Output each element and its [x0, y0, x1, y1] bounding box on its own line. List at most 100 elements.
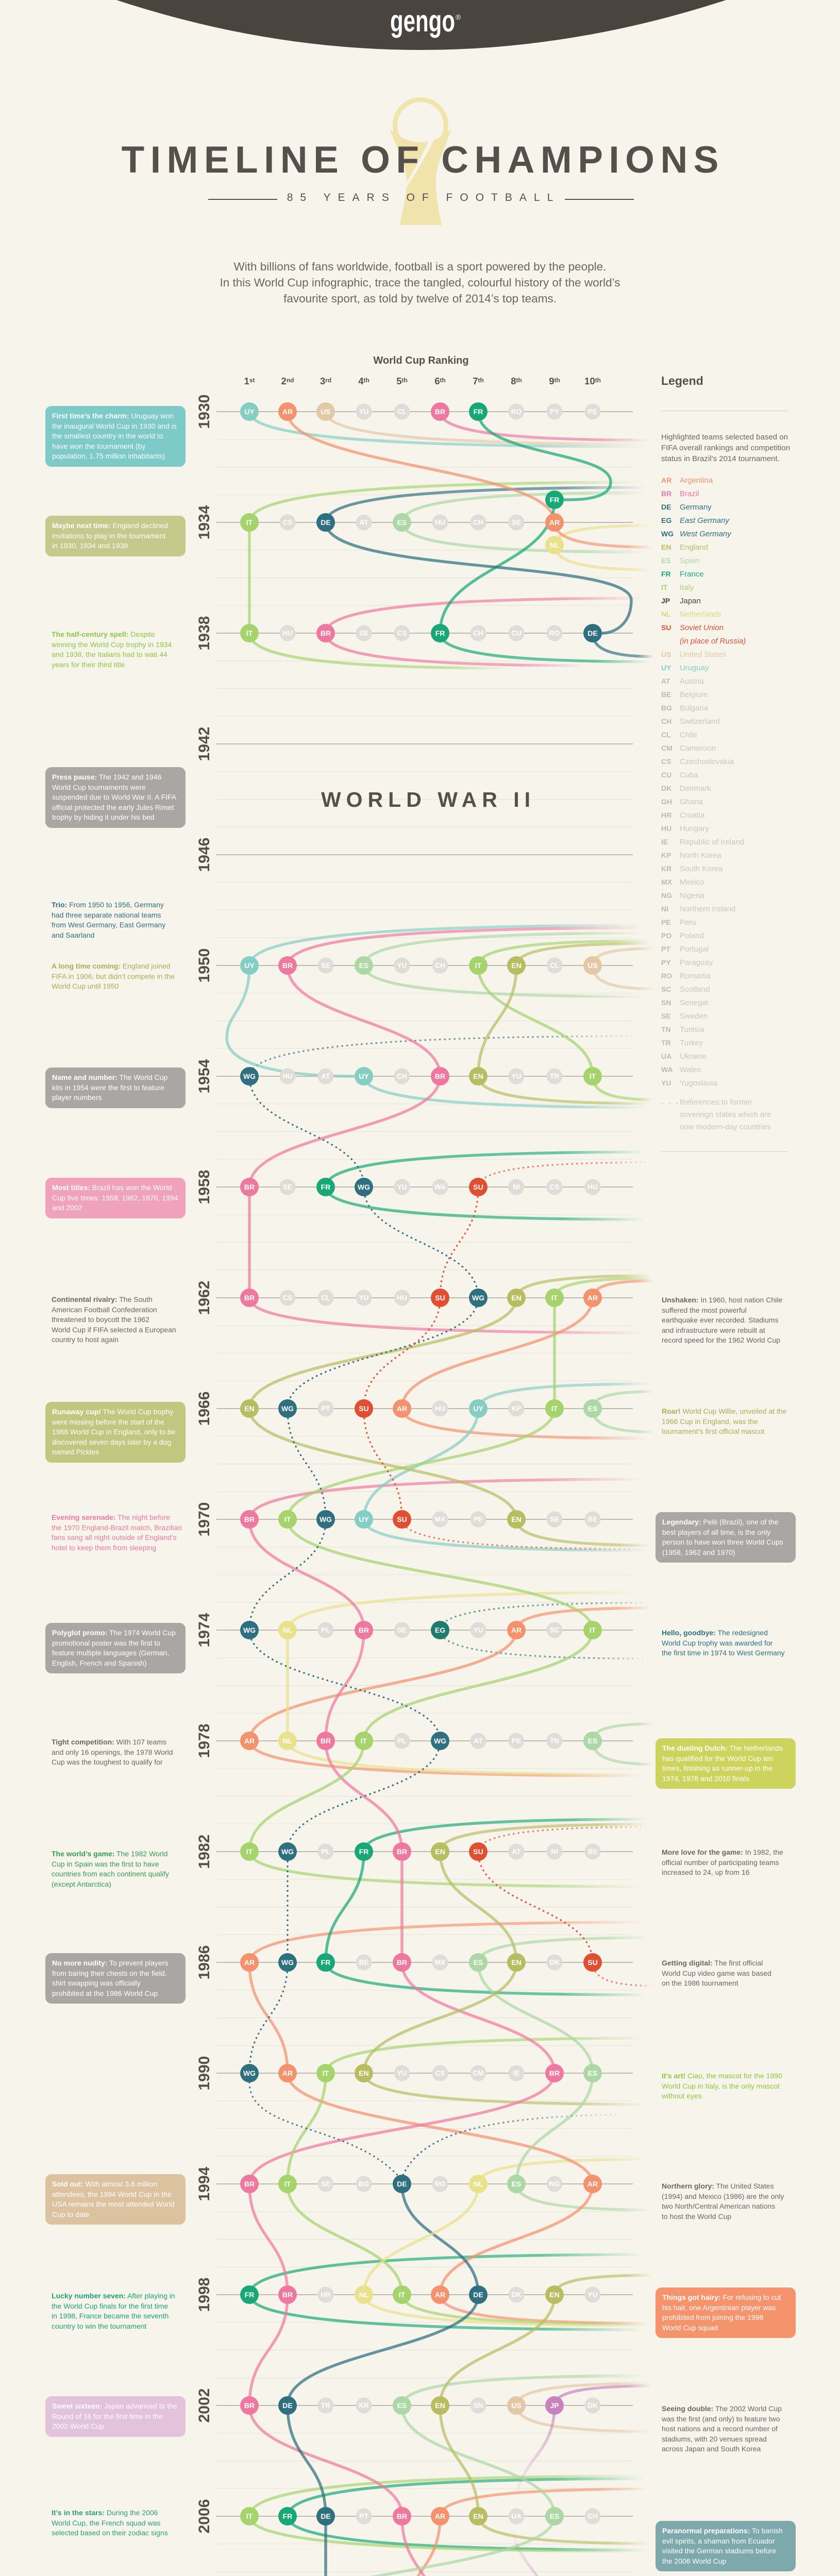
svg-text:AR: AR [587, 1294, 598, 1302]
svg-text:1962: 1962 [196, 1281, 213, 1315]
svg-text:NI: NI [513, 1183, 520, 1191]
svg-text:BR: BR [244, 1183, 255, 1191]
svg-text:UY: UY [473, 1404, 483, 1413]
svg-text:EN: EN [473, 2512, 483, 2520]
svg-text:BR: BR [244, 2180, 255, 2188]
svg-text:UY: UY [244, 961, 255, 970]
svg-text:NL: NL [283, 1737, 293, 1745]
svg-text:ES: ES [512, 2180, 522, 2188]
svg-text:2002: 2002 [196, 2388, 213, 2423]
svg-text:AR: AR [397, 1404, 407, 1413]
svg-text:ES: ES [588, 2069, 598, 2077]
svg-text:3rd: 3rd [320, 376, 331, 386]
svg-text:FR: FR [550, 496, 560, 504]
svg-text:EN: EN [511, 1958, 521, 1967]
svg-text:US: US [511, 2401, 521, 2410]
svg-text:CS: CS [397, 630, 407, 637]
svg-text:2nd: 2nd [281, 376, 294, 386]
svg-text:4th: 4th [358, 376, 369, 386]
svg-text:NI: NI [551, 1848, 558, 1856]
svg-text:YU: YU [397, 962, 407, 970]
svg-text:SE: SE [512, 519, 521, 527]
svg-text:DE: DE [282, 2401, 292, 2410]
svg-text:1994: 1994 [196, 2166, 213, 2201]
svg-text:US: US [321, 408, 330, 416]
svg-text:BR: BR [549, 2069, 560, 2077]
svg-text:5th: 5th [396, 376, 408, 386]
svg-text:TN: TN [550, 1737, 559, 1745]
svg-text:CH: CH [587, 2513, 598, 2520]
svg-text:BR: BR [397, 2512, 407, 2520]
svg-text:gengo: gengo [390, 4, 455, 38]
svg-text:MX: MX [435, 1959, 445, 1967]
svg-text:BR: BR [282, 961, 293, 970]
svg-text:®: ® [456, 13, 461, 21]
svg-text:BE: BE [588, 1848, 598, 1856]
svg-text:SN: SN [474, 2402, 483, 2410]
svg-text:NL: NL [550, 541, 560, 549]
svg-text:World Cup Ranking: World Cup Ranking [373, 355, 468, 366]
svg-text:CS: CS [550, 1183, 560, 1191]
svg-text:CL: CL [321, 1294, 330, 1302]
svg-text:SU: SU [587, 1958, 597, 1967]
svg-text:1938: 1938 [196, 616, 213, 651]
svg-text:DE: DE [397, 2180, 407, 2188]
svg-text:FR: FR [435, 629, 445, 637]
svg-text:1942: 1942 [196, 727, 213, 761]
svg-text:ES: ES [550, 2512, 560, 2520]
svg-text:IT: IT [284, 1515, 291, 1523]
svg-text:HU: HU [282, 1073, 293, 1080]
svg-text:1958: 1958 [196, 1170, 213, 1205]
svg-text:FR: FR [474, 408, 483, 416]
svg-text:ES: ES [474, 1958, 483, 1967]
svg-text:IT: IT [361, 1737, 367, 1745]
svg-text:IT: IT [551, 1404, 558, 1413]
svg-text:FR: FR [321, 1958, 331, 1967]
svg-text:BR: BR [359, 1626, 369, 1634]
svg-text:DE: DE [473, 2291, 483, 2299]
svg-text:CH: CH [435, 962, 445, 970]
svg-text:NL: NL [359, 2291, 369, 2299]
svg-text:EG: EG [435, 1626, 445, 1634]
svg-text:AR: AR [244, 1958, 255, 1967]
svg-text:BR: BR [244, 2401, 255, 2410]
svg-text:YU: YU [359, 408, 369, 416]
svg-text:KR: KR [359, 2402, 369, 2410]
svg-text:RO: RO [511, 408, 522, 416]
svg-text:10th: 10th [584, 376, 601, 386]
svg-text:SU: SU [473, 1183, 483, 1191]
svg-text:RO: RO [435, 2180, 445, 2188]
svg-text:HU: HU [587, 1183, 598, 1191]
svg-text:AR: AR [511, 1626, 522, 1634]
svg-text:AR: AR [282, 408, 293, 416]
svg-text:AT: AT [360, 519, 369, 527]
svg-text:EN: EN [244, 1404, 254, 1413]
svg-text:WG: WG [358, 1183, 370, 1191]
svg-text:SE: SE [550, 1516, 559, 1523]
svg-text:FR: FR [359, 1848, 369, 1856]
svg-text:NG: NG [549, 2180, 560, 2188]
svg-text:WG: WG [281, 1404, 294, 1413]
svg-text:YU: YU [397, 1183, 407, 1191]
svg-text:WG: WG [472, 1294, 484, 1302]
svg-text:EN: EN [549, 2291, 559, 2299]
svg-text:CH: CH [473, 519, 483, 527]
svg-text:1982: 1982 [196, 1835, 213, 1869]
svg-text:MX: MX [435, 1516, 445, 1523]
svg-text:BR: BR [244, 1515, 255, 1523]
svg-text:PL: PL [321, 1848, 330, 1856]
svg-text:AR: AR [549, 518, 560, 527]
svg-text:EN: EN [473, 1072, 483, 1080]
svg-text:UY: UY [359, 1072, 369, 1080]
svg-text:HU: HU [397, 1294, 407, 1302]
svg-text:PY: PY [550, 408, 559, 416]
svg-text:1930: 1930 [196, 395, 213, 429]
svg-text:BR: BR [244, 1294, 255, 1302]
svg-text:NL: NL [283, 1626, 293, 1634]
svg-text:JP: JP [550, 2401, 559, 2410]
svg-text:SU: SU [473, 1848, 483, 1856]
svg-text:EN: EN [511, 1515, 521, 1523]
svg-text:BE: BE [359, 1959, 369, 1967]
svg-text:1954: 1954 [196, 1059, 213, 1093]
svg-text:BR: BR [397, 1848, 407, 1856]
